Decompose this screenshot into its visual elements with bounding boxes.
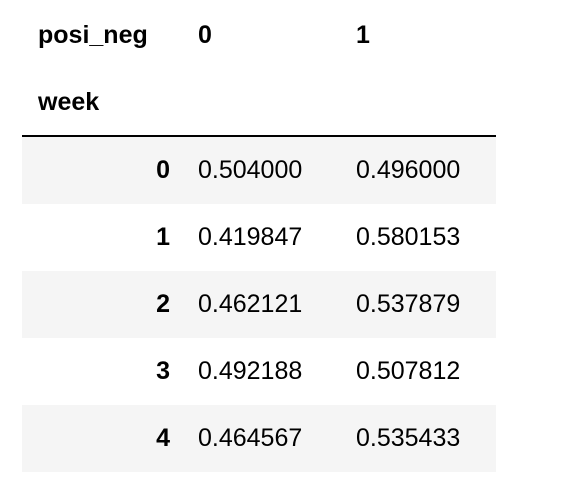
table-row: [22, 137, 496, 204]
index-label: 4: [156, 424, 170, 452]
table-cell: 0.464567: [198, 424, 303, 452]
columns-name: posi_neg: [38, 21, 148, 49]
table-cell: 0.496000: [356, 156, 461, 184]
index-name: week: [38, 88, 100, 116]
header-rule: [22, 135, 496, 137]
index-label: 2: [156, 290, 170, 318]
table-cell: 0.507812: [356, 357, 461, 385]
table-cell: 0.580153: [356, 223, 461, 251]
table-row: [22, 405, 496, 472]
table-row: [22, 271, 496, 338]
table-cell: 0.504000: [198, 156, 303, 184]
column-header: 0: [198, 21, 212, 49]
index-label: 0: [156, 156, 170, 184]
column-header: 1: [356, 21, 370, 49]
table-cell: 0.535433: [356, 424, 461, 452]
table-cell: 0.492188: [198, 357, 303, 385]
table-cell: 0.419847: [198, 223, 303, 251]
index-label: 3: [156, 357, 170, 385]
table-cell: 0.537879: [356, 290, 461, 318]
table-cell: 0.462121: [198, 290, 303, 318]
index-label: 1: [156, 223, 170, 251]
